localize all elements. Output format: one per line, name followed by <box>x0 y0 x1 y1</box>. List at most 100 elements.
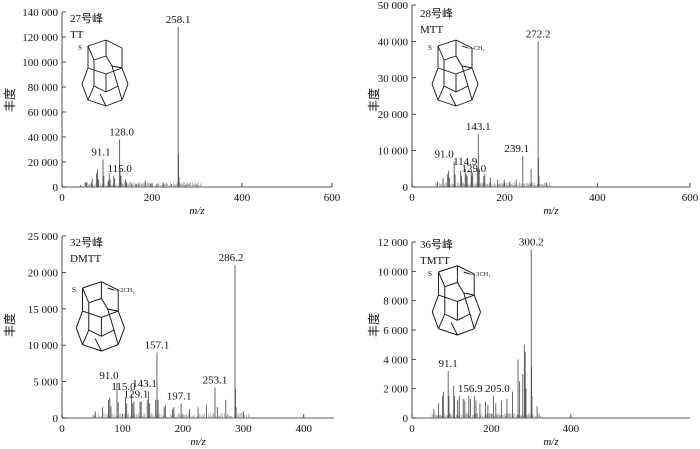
bond-line <box>105 67 123 75</box>
substituent-label: —CH₃ <box>467 46 484 52</box>
bond-line <box>455 67 473 75</box>
bond-line <box>457 265 475 275</box>
peak-annotation: 157.1 <box>145 339 170 351</box>
peak-annotation: 115.0 <box>111 381 136 393</box>
bond-line <box>457 313 471 321</box>
y-tick-label: 4 000 <box>383 354 408 366</box>
bond-line <box>457 328 475 336</box>
sulfur-atom-label: S <box>428 269 432 278</box>
bond-line <box>437 67 457 75</box>
y-tick-label: 0 <box>53 182 59 194</box>
bond-line <box>463 292 475 296</box>
peak-annotation: 114.9 <box>453 156 478 168</box>
x-tick-label: 200 <box>144 192 161 204</box>
bond-line <box>437 39 457 47</box>
x-tick-label: 0 <box>59 192 65 204</box>
bond-line <box>105 99 123 107</box>
peak-annotation: 91.0 <box>99 370 119 382</box>
bond-line <box>88 329 102 337</box>
x-tick-label: 100 <box>114 423 131 435</box>
peak-annotation: 300.2 <box>519 236 544 248</box>
bond-line <box>105 39 123 49</box>
bond-line <box>105 85 119 93</box>
bond-line <box>87 85 95 101</box>
bond-line <box>111 65 123 69</box>
bond-line <box>117 327 125 345</box>
y-tick-label: 20 000 <box>378 109 409 121</box>
thiadiamondoid-structure: S <box>78 39 129 107</box>
substituent-bond <box>461 45 469 49</box>
bond-line <box>444 313 458 321</box>
bond-line <box>457 294 475 302</box>
bond-line <box>455 85 469 93</box>
peak-annotation: 197.1 <box>167 390 192 402</box>
y-tick-label: 120 000 <box>22 32 58 44</box>
bond-line <box>469 313 475 329</box>
peak-annotation: 129.1 <box>124 388 149 400</box>
noise-cluster <box>84 181 202 187</box>
bond-line <box>463 292 471 315</box>
peak-annotation: 286.2 <box>219 252 244 264</box>
bond-line <box>438 328 458 336</box>
y-tick-label: 40 000 <box>28 132 59 144</box>
compound-label: DMTT <box>70 253 101 265</box>
peak-number-label: 32号峰 <box>70 236 103 249</box>
bond-line <box>82 287 90 303</box>
y-tick-label: 12 000 <box>378 237 409 249</box>
peak-annotation: 91.1 <box>91 147 110 159</box>
x-tick-label: 400 <box>296 423 313 435</box>
bond-line <box>456 282 465 294</box>
bond-line <box>117 85 123 101</box>
peak-annotation: 128.0 <box>109 127 134 139</box>
substituent-bond <box>107 287 115 291</box>
bond-line <box>81 83 89 101</box>
peak-annotation: 239.1 <box>504 143 529 155</box>
y-tick-label: 5 000 <box>33 377 58 389</box>
sulfur-atom-label: S <box>78 44 82 52</box>
y-tick-label: 10 000 <box>378 146 409 158</box>
y-tick-label: 10 000 <box>28 340 59 352</box>
bond-line <box>455 39 473 49</box>
y-tick-label: 0 <box>403 182 409 194</box>
bond-line <box>113 329 119 345</box>
bond-line <box>467 85 473 101</box>
spectrum-panel: 0 2 000 4 000 6 000 8 000 10 000 12 000 0 200 400… <box>366 236 690 448</box>
peak-number-label: 28号峰 <box>420 7 453 20</box>
y-axis-label: 丰度 <box>2 313 17 337</box>
y-axis-label: 丰度 <box>366 313 381 337</box>
peak-annotation: 258.1 <box>166 14 191 26</box>
peak-annotation: 91.0 <box>435 149 455 161</box>
bond-line <box>101 344 119 352</box>
spectrum-panel: 0 10 000 20 000 30 000 40 000 50 000 0 200 400 60… <box>366 0 699 217</box>
bond-line <box>431 67 439 85</box>
y-tick-label: 80 000 <box>28 82 59 94</box>
bond-line <box>82 344 102 352</box>
bond-line <box>449 93 457 107</box>
bond-line <box>455 55 463 67</box>
bond-line <box>87 39 107 47</box>
bond-line <box>117 310 125 329</box>
bond-line <box>107 308 115 331</box>
compound-label: TMTT <box>420 255 450 267</box>
bond-line <box>438 265 458 273</box>
y-tick-label: 15 000 <box>28 304 59 316</box>
bond-line <box>438 294 458 302</box>
spectrum-panel: 0 20 000 40 000 60 000 80 000 100 000 120 000 1… <box>2 7 341 217</box>
bond-line <box>87 99 107 107</box>
x-tick-label: 600 <box>324 192 341 204</box>
bond-line <box>431 311 439 329</box>
bond-line <box>473 294 481 313</box>
bond-line <box>93 55 107 61</box>
bond-line <box>105 55 113 67</box>
substituent-bond <box>463 271 471 275</box>
y-tick-label: 0 <box>53 413 59 425</box>
sulfur-atom-label: S <box>428 44 432 52</box>
y-tick-label: 60 000 <box>28 107 59 119</box>
compound-label: TT <box>70 29 84 41</box>
x-axis-label: m/z <box>189 205 205 217</box>
peak-annotation: 205.0 <box>485 383 510 395</box>
bond-line <box>437 85 445 101</box>
peak-annotation: 91.1 <box>439 358 458 370</box>
thiadiamondoid-structure: S —CH₃ <box>428 39 484 107</box>
peak-annotation: 143.1 <box>132 378 157 390</box>
